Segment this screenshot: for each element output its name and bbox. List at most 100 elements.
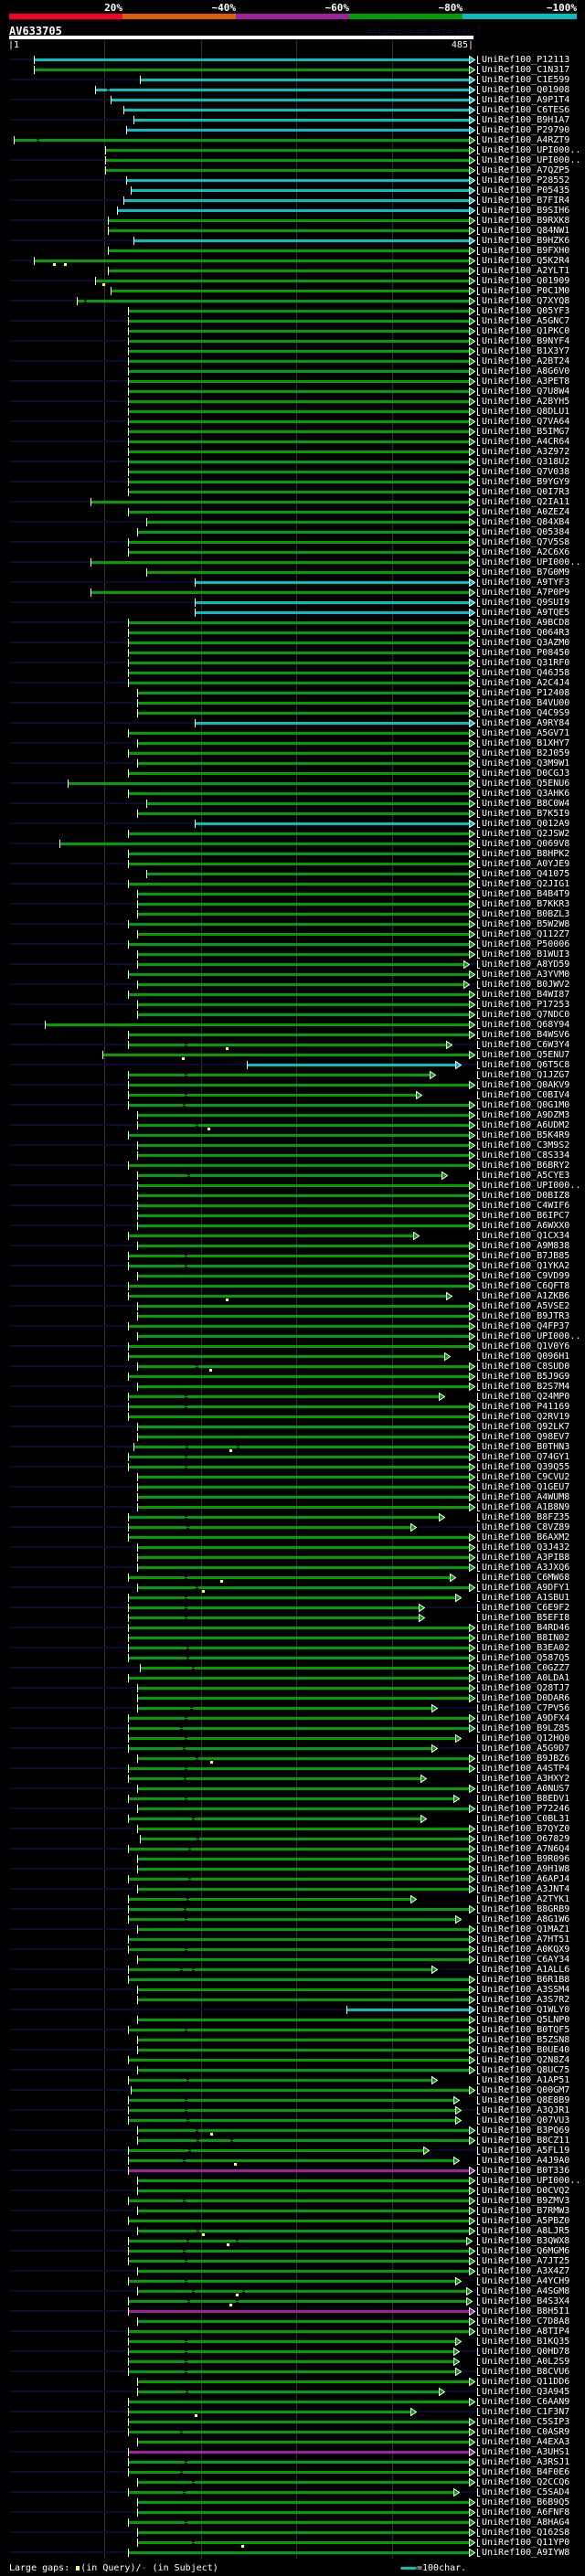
alignment-bar[interactable] xyxy=(137,1335,469,1338)
alignment-row[interactable]: UniRef100_B9H1A7 xyxy=(0,115,585,125)
alignment-bar[interactable] xyxy=(127,1677,469,1680)
alignment-row[interactable]: UniRef100_B6BRY2 xyxy=(0,1161,585,1171)
alignment-bar[interactable] xyxy=(127,2250,469,2253)
subject-id-link[interactable]: UniRef100_A5CYE3 xyxy=(482,1171,570,1181)
subject-id-link[interactable]: UniRef100_Q8E8B9 xyxy=(482,2095,570,2105)
subject-id-link[interactable]: UniRef100_A3JXQ6 xyxy=(482,1563,570,1573)
alignment-row[interactable]: UniRef100_A3HXY2 xyxy=(0,1774,585,1784)
alignment-row[interactable]: UniRef100_A7P0P9 xyxy=(0,588,585,598)
alignment-bar[interactable] xyxy=(127,451,469,453)
alignment-bar[interactable] xyxy=(127,2200,469,2202)
alignment-bar[interactable] xyxy=(127,1084,469,1087)
subject-id-link[interactable]: UniRef100_B9HZK6 xyxy=(482,236,570,246)
alignment-bar[interactable] xyxy=(137,1928,469,1931)
alignment-bar[interactable] xyxy=(127,1415,469,1418)
alignment-bar[interactable] xyxy=(127,320,469,323)
alignment-row[interactable]: UniRef100_Q1MAZ1 xyxy=(0,1924,585,1935)
subject-id-link[interactable]: UniRef100_B9ZMV3 xyxy=(482,2196,570,2206)
alignment-row[interactable]: UniRef100_Q11YP0 xyxy=(0,2538,585,2548)
alignment-bar[interactable] xyxy=(137,1184,469,1187)
alignment-row[interactable]: UniRef100_Q012A9 xyxy=(0,819,585,829)
alignment-row[interactable]: UniRef100_Q84XB4 xyxy=(0,517,585,527)
alignment-bar[interactable] xyxy=(127,1596,456,1599)
alignment-bar[interactable] xyxy=(127,1516,439,1519)
subject-id-link[interactable]: UniRef100_P08450 xyxy=(482,648,570,658)
alignment-bar[interactable] xyxy=(194,822,469,825)
subject-id-link[interactable]: UniRef100_C6E9F2 xyxy=(482,1603,570,1613)
alignment-row[interactable]: UniRef100_A3JXQ6 xyxy=(0,1563,585,1573)
subject-id-link[interactable]: UniRef100_P17253 xyxy=(482,1000,570,1010)
subject-id-link[interactable]: UniRef100_A2YLT1 xyxy=(482,266,570,276)
alignment-row[interactable]: UniRef100_Q8E8B9 xyxy=(0,2095,585,2105)
alignment-row[interactable]: UniRef100_B5ZSN8 xyxy=(0,2035,585,2045)
alignment-row[interactable]: UniRef100_Q2JSW2 xyxy=(0,829,585,839)
subject-id-link[interactable]: UniRef100_UPI000.. xyxy=(482,1181,581,1191)
alignment-row[interactable]: UniRef100_Q5K2R4 xyxy=(0,256,585,266)
alignment-row[interactable]: UniRef100_B9FXH0 xyxy=(0,246,585,256)
subject-id-link[interactable]: UniRef100_P12113 xyxy=(482,55,570,65)
subject-id-link[interactable]: UniRef100_A0ZEZ4 xyxy=(482,507,570,517)
subject-id-link[interactable]: UniRef100_Q064R3 xyxy=(482,628,570,638)
alignment-bar[interactable] xyxy=(127,832,469,835)
alignment-row[interactable]: UniRef100_B6B9Q5 xyxy=(0,2497,585,2507)
alignment-row[interactable]: UniRef100_C0BIV4 xyxy=(0,1090,585,1100)
alignment-row[interactable]: UniRef100_B9JTR3 xyxy=(0,1311,585,1321)
alignment-row[interactable]: UniRef100_C6E9F2 xyxy=(0,1603,585,1613)
alignment-bar[interactable] xyxy=(125,129,469,132)
alignment-bar[interactable] xyxy=(137,2019,469,2021)
alignment-row[interactable]: UniRef100_B1X3Y7 xyxy=(0,346,585,356)
alignment-row[interactable]: UniRef100_Q3A945 xyxy=(0,2387,585,2397)
subject-id-link[interactable]: UniRef100_A1ZKB6 xyxy=(482,1291,570,1301)
subject-id-link[interactable]: UniRef100_A8HAG4 xyxy=(482,2518,570,2528)
alignment-bar[interactable] xyxy=(137,1224,469,1227)
alignment-row[interactable]: UniRef100_A4RZT9 xyxy=(0,135,585,145)
alignment-row[interactable]: UniRef100_Q28TJ7 xyxy=(0,1683,585,1693)
alignment-bar[interactable] xyxy=(137,1888,469,1891)
alignment-bar[interactable] xyxy=(111,99,469,101)
alignment-row[interactable]: UniRef100_A3X4Z7 xyxy=(0,2266,585,2276)
alignment-row[interactable]: UniRef100_Q4FP37 xyxy=(0,1321,585,1331)
alignment-bar[interactable] xyxy=(137,2049,469,2051)
alignment-bar[interactable] xyxy=(137,1385,469,1388)
alignment-bar[interactable] xyxy=(137,2541,469,2544)
alignment-bar[interactable] xyxy=(137,1476,469,1479)
alignment-bar[interactable] xyxy=(127,2340,456,2343)
alignment-bar[interactable] xyxy=(127,1295,447,1298)
alignment-bar[interactable] xyxy=(127,1767,469,1770)
alignment-row[interactable]: UniRef100_P41169 xyxy=(0,1402,585,1412)
subject-id-link[interactable]: UniRef100_D0BIZ8 xyxy=(482,1191,570,1201)
alignment-bar[interactable] xyxy=(125,179,469,182)
subject-id-link[interactable]: UniRef100_Q1WLY0 xyxy=(482,2005,570,2015)
subject-id-link[interactable]: UniRef100_A9P1T4 xyxy=(482,95,570,105)
alignment-row[interactable]: UniRef100_Q096H1 xyxy=(0,1352,585,1362)
alignment-bar[interactable] xyxy=(127,2451,469,2454)
alignment-bar[interactable] xyxy=(14,139,469,142)
alignment-bar[interactable] xyxy=(127,641,469,644)
alignment-row[interactable]: UniRef100_Q3J432 xyxy=(0,1542,585,1553)
alignment-row[interactable]: UniRef100_B7KKR3 xyxy=(0,899,585,909)
alignment-bar[interactable] xyxy=(137,2320,469,2323)
alignment-bar[interactable] xyxy=(127,1265,469,1267)
alignment-bar[interactable] xyxy=(137,812,469,815)
alignment-bar[interactable] xyxy=(127,541,469,544)
alignment-row[interactable]: UniRef100_A3SSM4 xyxy=(0,1985,585,1995)
alignment-row[interactable]: UniRef100_B9LZ85 xyxy=(0,1723,585,1733)
subject-id-link[interactable]: UniRef100_Q31RF0 xyxy=(482,658,570,668)
alignment-row[interactable]: UniRef100_A1ZKB6 xyxy=(0,1291,585,1301)
subject-id-link[interactable]: UniRef100_Q096H1 xyxy=(482,1352,570,1362)
alignment-row[interactable]: UniRef100_Q1PKC0 xyxy=(0,326,585,336)
subject-id-link[interactable]: UniRef100_Q1YKA2 xyxy=(482,1261,570,1271)
subject-id-link[interactable]: UniRef100_Q5ENU7 xyxy=(482,1050,570,1060)
alignment-bar[interactable] xyxy=(127,410,469,413)
alignment-row[interactable]: UniRef100_C6TES6 xyxy=(0,105,585,115)
alignment-bar[interactable] xyxy=(127,491,469,493)
alignment-row[interactable]: UniRef100_B9JBZ6 xyxy=(0,1754,585,1764)
alignment-bar[interactable] xyxy=(127,973,469,976)
subject-id-link[interactable]: UniRef100_Q2RV19 xyxy=(482,1412,570,1422)
alignment-bar[interactable] xyxy=(127,2059,469,2062)
subject-id-link[interactable]: UniRef100_Q84XB4 xyxy=(482,517,570,527)
alignment-bar[interactable] xyxy=(127,1617,419,1619)
alignment-row[interactable]: UniRef100_A5VSE2 xyxy=(0,1301,585,1311)
alignment-row[interactable]: UniRef100_A6UDM2 xyxy=(0,1120,585,1130)
alignment-bar[interactable] xyxy=(104,149,469,152)
